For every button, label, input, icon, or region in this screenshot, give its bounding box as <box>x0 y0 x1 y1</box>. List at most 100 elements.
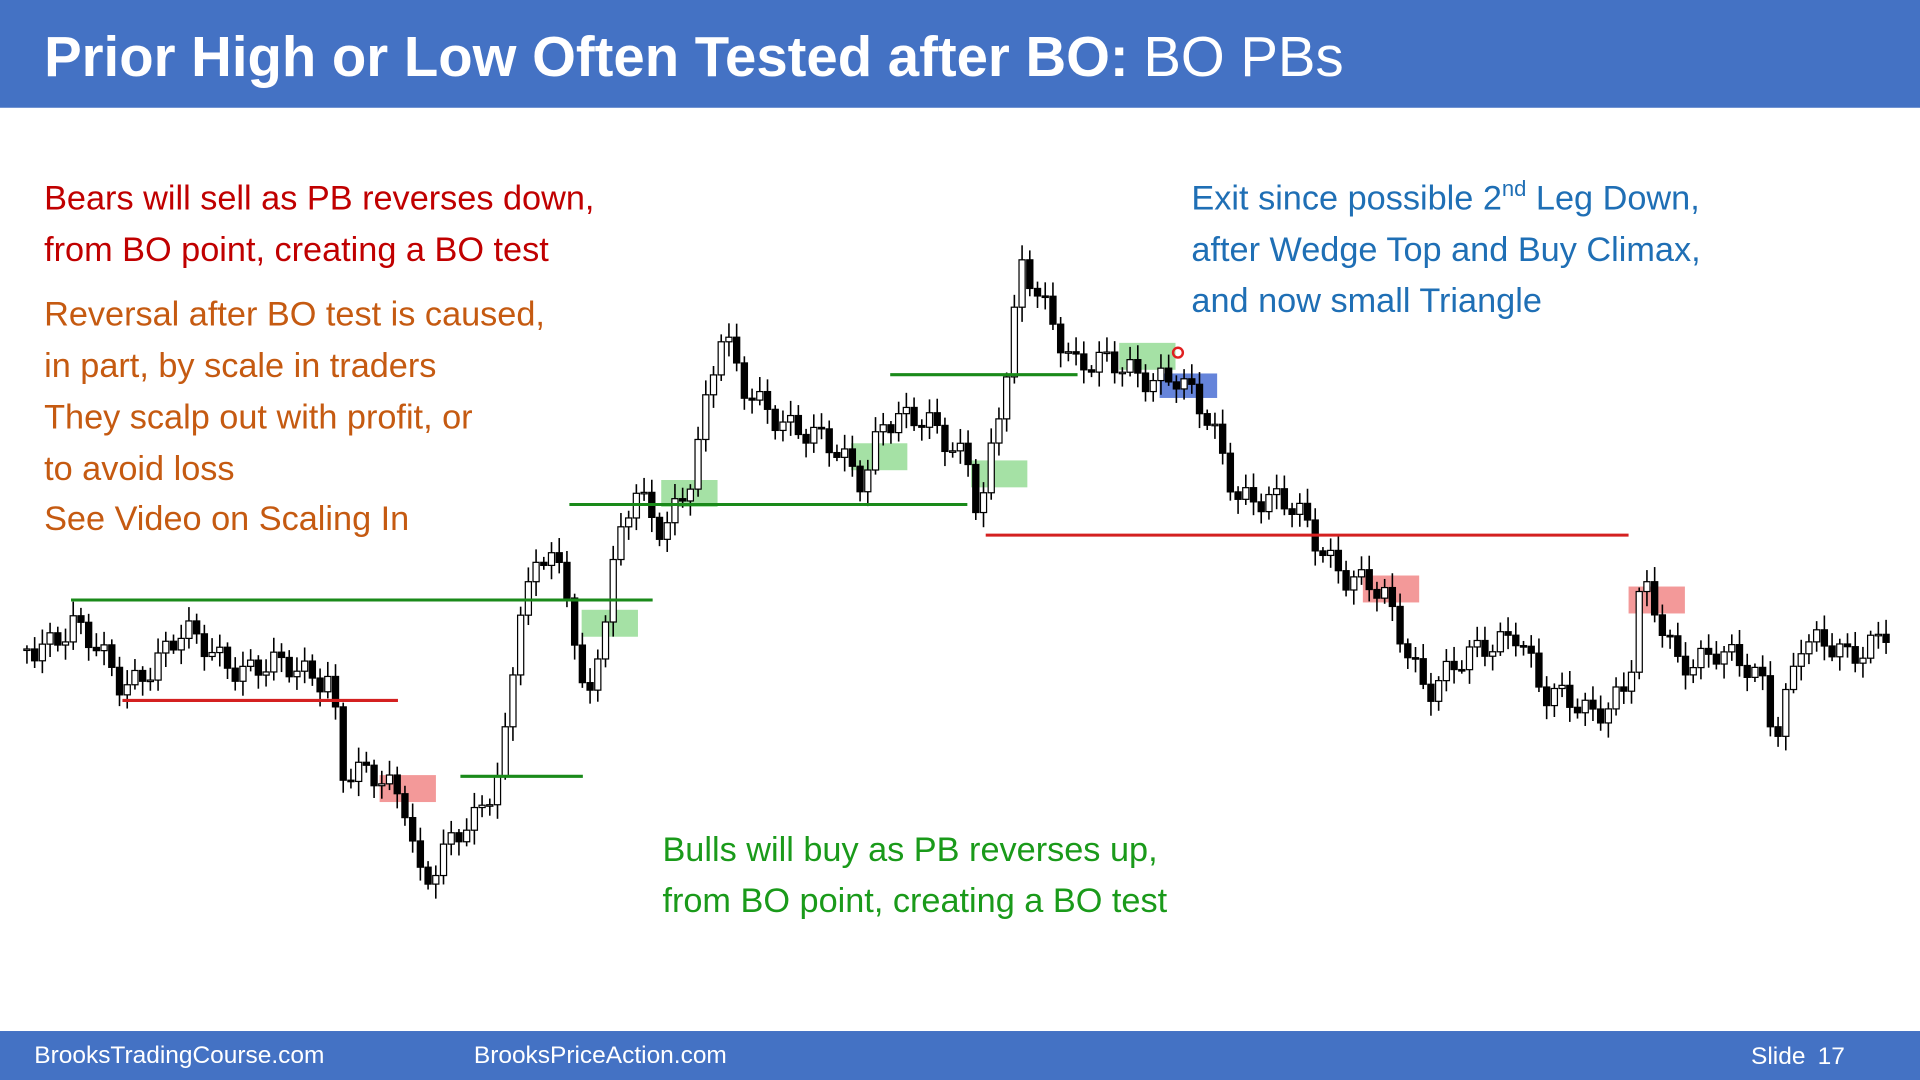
exit-note: after Wedge Top and Buy Climax, <box>1191 231 1700 269</box>
candle-body <box>1650 581 1659 616</box>
candle-body <box>262 671 270 676</box>
candle-body <box>1350 576 1358 591</box>
candle-body <box>825 428 833 454</box>
candle-body <box>1851 646 1859 664</box>
candle-body <box>1033 287 1042 297</box>
candle-body <box>223 646 232 669</box>
candle-body <box>324 675 332 693</box>
marker <box>1171 346 1185 359</box>
candle-body <box>817 426 826 430</box>
candle-body <box>1766 675 1775 728</box>
candle-body <box>1812 629 1821 643</box>
zone <box>971 460 1028 488</box>
candle-body <box>162 640 170 654</box>
candle-body <box>1612 686 1620 710</box>
slide-number: Slide 17 <box>1751 1043 1845 1070</box>
candle-body <box>655 516 664 540</box>
candle-body <box>1149 379 1157 393</box>
candle-body <box>1118 371 1127 375</box>
candle-body <box>740 362 749 399</box>
candle-body <box>833 451 841 458</box>
candle-body <box>1234 491 1242 500</box>
candle-body <box>1018 259 1026 308</box>
candle-body <box>555 552 563 564</box>
slide-label: Slide <box>1751 1043 1805 1070</box>
candle-body <box>1087 369 1096 373</box>
candle-body <box>933 412 941 427</box>
candle-body <box>1134 359 1142 374</box>
candle-body <box>1882 633 1890 643</box>
candle-body <box>871 431 880 471</box>
candle-body <box>779 421 787 432</box>
candle-body <box>1620 686 1628 692</box>
candle-body <box>385 774 394 785</box>
candle-body <box>1103 351 1111 355</box>
candle-body <box>1758 666 1767 677</box>
candle-body <box>23 648 31 652</box>
candle-body <box>663 522 671 540</box>
candle-body <box>1064 351 1073 354</box>
candle-body <box>1581 699 1589 714</box>
candle-body <box>1172 381 1181 390</box>
candle-body <box>169 640 178 651</box>
candle-body <box>1180 378 1188 390</box>
candle-body <box>1658 614 1667 636</box>
candle-body <box>1735 644 1744 667</box>
candle-body <box>239 665 247 682</box>
candle-body <box>408 816 417 842</box>
exit-sup: nd <box>1502 176 1527 201</box>
candle-body <box>948 450 957 453</box>
candle-body <box>1002 376 1011 420</box>
footer-middle: BrooksPriceAction.com <box>474 1042 727 1069</box>
candle-body <box>1728 644 1736 653</box>
candle-body <box>1164 367 1173 383</box>
title-rest: BO PBs <box>1143 25 1343 88</box>
candle-body <box>192 620 201 635</box>
reversal-note: See Video on Scaling In <box>44 500 409 538</box>
candle-body <box>1465 646 1474 671</box>
candle-body <box>339 706 347 781</box>
candle-body <box>794 414 803 436</box>
candle-body <box>1434 680 1443 702</box>
candle-body <box>864 469 872 493</box>
slide-num: 17 <box>1818 1043 1845 1070</box>
candle-body <box>1828 645 1836 658</box>
candle-body <box>894 413 903 434</box>
candle-body <box>887 424 895 434</box>
candle-body <box>763 390 772 410</box>
candle-body <box>1288 508 1296 515</box>
candle-body <box>1110 351 1119 374</box>
candle-body <box>1427 683 1435 702</box>
candle-body <box>462 829 471 843</box>
candle-body <box>416 840 425 868</box>
candle-body <box>1789 665 1798 691</box>
candle-body <box>1542 686 1551 707</box>
candle-body <box>840 448 849 458</box>
candle-body <box>354 761 363 783</box>
candle-body <box>624 517 633 528</box>
candle-body <box>393 774 401 795</box>
candle-body <box>54 632 62 646</box>
candle-body <box>1697 647 1705 669</box>
candle-body <box>1026 259 1034 290</box>
header-band <box>0 0 1920 108</box>
candle-body <box>185 620 193 640</box>
candle-body <box>486 804 494 807</box>
candle-body <box>1195 383 1204 415</box>
candle-body <box>1488 651 1497 657</box>
candle-body <box>1681 655 1690 676</box>
candle-body <box>1627 671 1636 692</box>
bears-note: from BO point, creating a BO test <box>44 231 549 269</box>
candle-body <box>532 561 540 583</box>
candle-body <box>1774 726 1782 737</box>
candle-body <box>1704 647 1713 655</box>
candle-body <box>717 341 725 376</box>
footer-band <box>0 1031 1920 1080</box>
candle-body <box>902 406 911 415</box>
candle-body <box>378 783 386 787</box>
candle-body <box>46 632 54 645</box>
candle-body <box>1396 605 1404 645</box>
candle-body <box>154 652 162 681</box>
candle-body <box>1211 423 1219 427</box>
